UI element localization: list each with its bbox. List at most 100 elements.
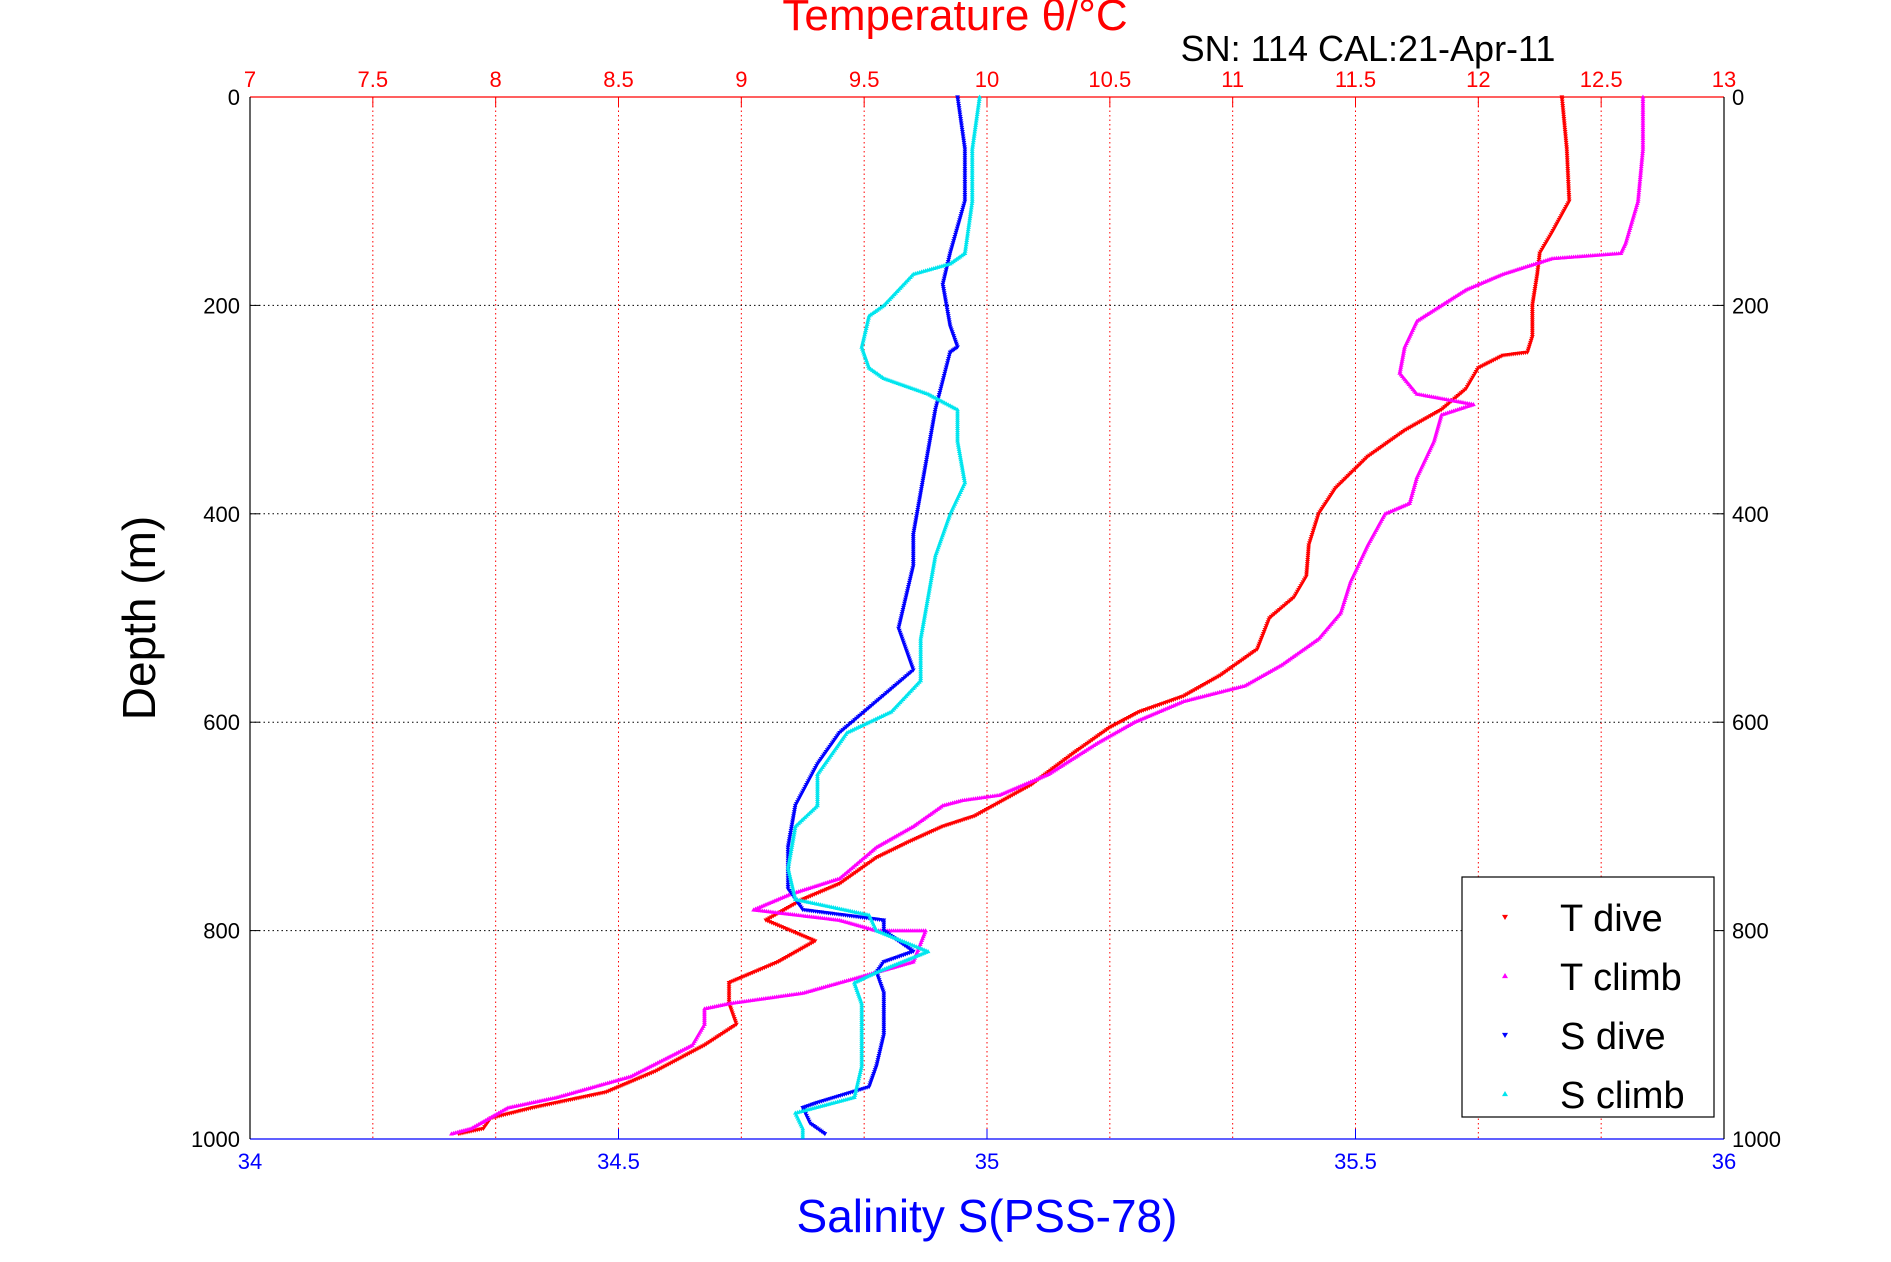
s-dive-point bbox=[933, 407, 938, 412]
s-climb-point bbox=[861, 336, 867, 341]
s-climb-point bbox=[926, 588, 932, 593]
t-climb-point bbox=[1407, 498, 1413, 504]
s-climb-point bbox=[918, 645, 924, 650]
t-dive-point bbox=[767, 916, 772, 921]
t-dive-point bbox=[807, 942, 812, 947]
s-climb-point bbox=[961, 471, 966, 476]
s-climb-point bbox=[961, 473, 967, 478]
t-dive-point bbox=[1433, 411, 1439, 416]
t-climb-point bbox=[1637, 179, 1643, 184]
s-dive-point bbox=[942, 272, 948, 277]
t-dive-point bbox=[994, 801, 1000, 806]
s-dive-point bbox=[951, 237, 957, 242]
s-climb-point bbox=[918, 660, 924, 665]
depth-tick-label-left: 1000 bbox=[191, 1127, 240, 1152]
s-dive-point bbox=[910, 535, 916, 540]
s-climb-point bbox=[967, 218, 972, 223]
t-dive-point bbox=[1306, 543, 1312, 548]
t-dive-point bbox=[1565, 173, 1571, 178]
t-dive-point bbox=[1009, 793, 1015, 798]
s-dive-point bbox=[962, 199, 968, 204]
s-dive-point bbox=[932, 412, 938, 417]
s-dive-point bbox=[881, 1006, 887, 1011]
s-dive-point bbox=[952, 234, 958, 240]
s-dive-point bbox=[907, 576, 913, 581]
s-climb-point bbox=[918, 643, 924, 648]
s-climb-point bbox=[859, 1053, 865, 1058]
s-dive-point bbox=[918, 489, 924, 494]
t-dive-point bbox=[781, 957, 787, 962]
legend-label-t-dive: T dive bbox=[1560, 898, 1663, 940]
s-climb-point bbox=[859, 1057, 865, 1062]
s-dive-point bbox=[962, 177, 968, 182]
s-climb-point bbox=[918, 656, 924, 661]
s-dive-point bbox=[942, 371, 948, 376]
s-climb-point bbox=[972, 127, 978, 132]
t-climb-point bbox=[1635, 196, 1641, 201]
s-climb-point bbox=[862, 330, 868, 335]
t-dive-point bbox=[1004, 796, 1010, 801]
s-dive-point bbox=[962, 151, 968, 156]
t-climb-point bbox=[1411, 486, 1416, 492]
temperature-tick-label: 11.5 bbox=[1335, 67, 1376, 92]
s-dive-point bbox=[785, 847, 791, 852]
s-climb-point bbox=[859, 1019, 865, 1024]
t-climb-point bbox=[1631, 213, 1637, 218]
s-dive-point bbox=[881, 1008, 887, 1013]
s-climb-point bbox=[854, 1082, 860, 1087]
t-dive-point bbox=[1305, 560, 1310, 565]
s-climb-point bbox=[920, 623, 926, 629]
s-climb-point bbox=[969, 179, 975, 184]
s-climb-point bbox=[959, 461, 964, 466]
t-dive-point bbox=[1305, 551, 1311, 556]
s-dive-point bbox=[875, 1060, 880, 1065]
s-dive-point bbox=[790, 818, 796, 823]
t-climb-point bbox=[1399, 358, 1405, 363]
s-dive-point bbox=[948, 247, 954, 252]
s-dive-point bbox=[936, 395, 942, 400]
t-dive-point bbox=[1531, 291, 1537, 296]
s-climb-point bbox=[964, 233, 970, 238]
s-climb-point bbox=[973, 118, 979, 123]
t-climb-point bbox=[1629, 219, 1635, 224]
t-climb-point bbox=[1633, 207, 1638, 212]
s-climb-point bbox=[957, 453, 963, 458]
s-climb-point bbox=[859, 1055, 865, 1060]
s-dive-point bbox=[962, 169, 968, 174]
s-climb-point bbox=[786, 867, 791, 872]
t-climb-point bbox=[1640, 129, 1646, 134]
s-dive-point bbox=[941, 287, 946, 292]
s-climb-point bbox=[969, 168, 975, 173]
s-dive-point bbox=[941, 289, 947, 294]
s-dive-point bbox=[931, 414, 937, 419]
s-climb-point bbox=[859, 1007, 865, 1012]
s-climb-point bbox=[859, 1042, 865, 1047]
s-dive-point bbox=[926, 445, 932, 450]
s-climb-point bbox=[969, 153, 975, 158]
s-dive-point bbox=[881, 1022, 887, 1027]
s-dive-point bbox=[947, 251, 953, 256]
s-dive-point bbox=[924, 457, 929, 463]
s-dive-point bbox=[786, 841, 792, 846]
t-climb-point bbox=[1625, 234, 1630, 239]
s-dive-point bbox=[942, 295, 948, 300]
t-dive-point bbox=[781, 908, 787, 913]
t-dive-point bbox=[1529, 307, 1535, 312]
s-climb-point bbox=[930, 567, 936, 572]
s-climb-point bbox=[969, 190, 975, 195]
t-dive-point bbox=[1197, 685, 1203, 690]
s-climb-point bbox=[975, 105, 981, 110]
depth-tick-label-right: 1000 bbox=[1732, 1127, 1781, 1152]
t-dive-point bbox=[1309, 532, 1315, 538]
t-climb-point bbox=[1640, 116, 1646, 121]
s-dive-point bbox=[962, 162, 968, 167]
t-dive-point bbox=[1312, 522, 1318, 527]
s-dive-point bbox=[945, 361, 950, 366]
s-dive-point bbox=[942, 369, 948, 374]
t-dive-point bbox=[1426, 415, 1431, 420]
t-dive-point bbox=[1529, 314, 1535, 319]
s-climb-point bbox=[858, 1067, 864, 1072]
s-dive-point bbox=[962, 153, 968, 159]
s-dive-point bbox=[920, 480, 925, 485]
s-dive-point bbox=[961, 203, 967, 208]
